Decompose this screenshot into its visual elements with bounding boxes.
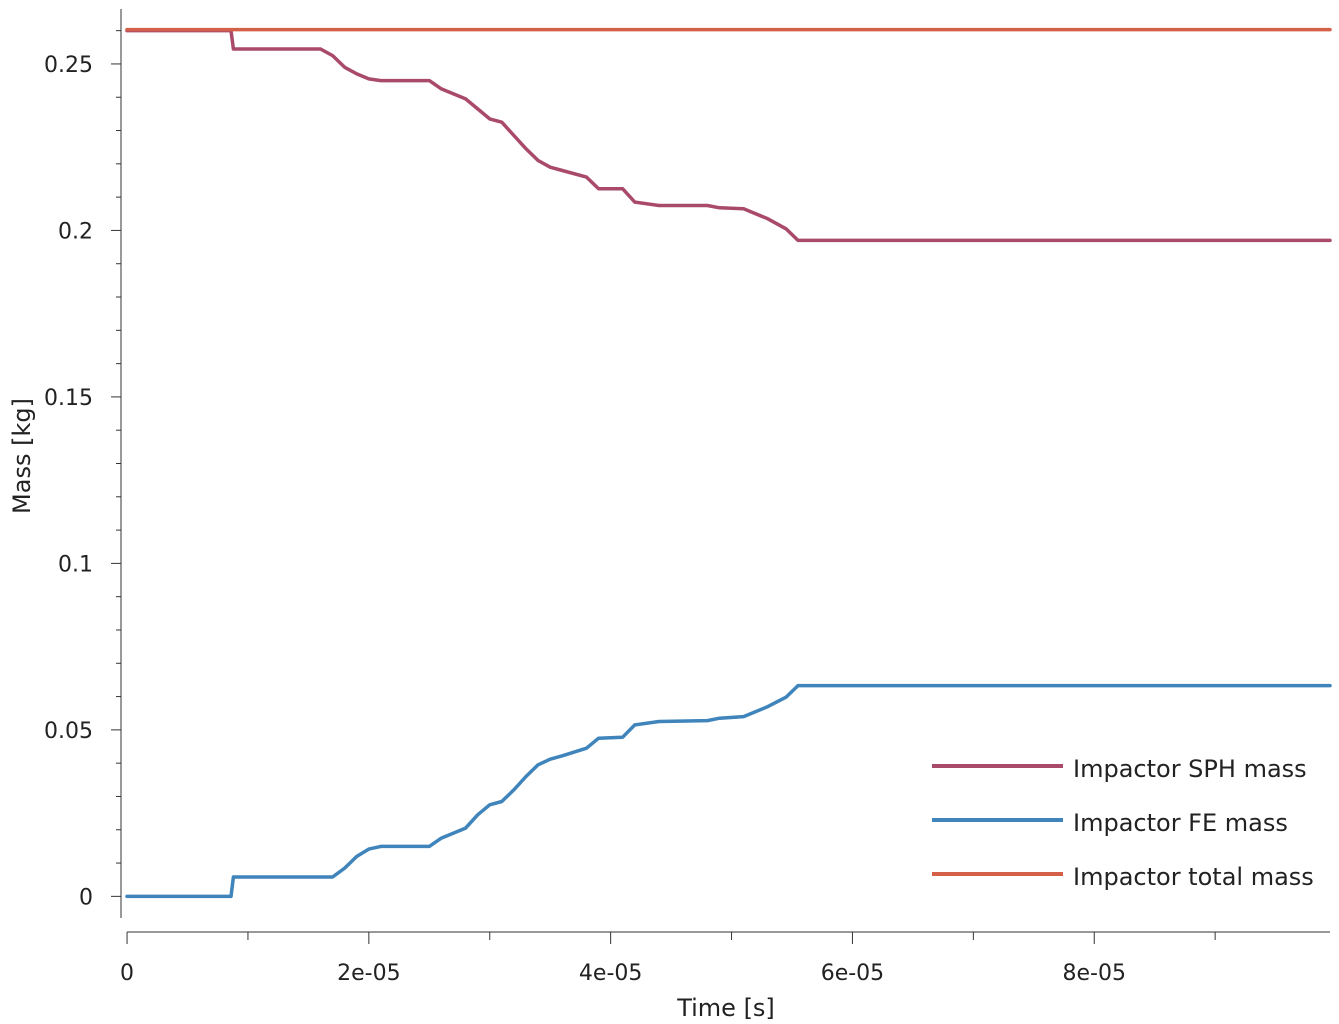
legend-label: Impactor SPH mass [1073, 755, 1307, 783]
x-tick-label: 4e-05 [579, 961, 642, 986]
legend-label: Impactor FE mass [1073, 809, 1288, 837]
series-line-impactor-fe-mass [125, 683, 1332, 899]
y-tick-label: 0.15 [44, 386, 93, 411]
series-line-impactor-sph-mass [125, 28, 1332, 243]
plot-lines [125, 27, 1332, 899]
y-axis-label: Mass [kg] [8, 398, 36, 514]
y-tick-label: 0.2 [58, 219, 93, 244]
y-tick-label: 0 [79, 885, 93, 910]
x-tick-label: 6e-05 [821, 961, 884, 986]
y-tick-label: 0.05 [44, 719, 93, 744]
x-tick-label: 8e-05 [1063, 961, 1126, 986]
x-tick-label: 2e-05 [337, 961, 400, 986]
legend-label: Impactor total mass [1073, 863, 1314, 891]
legend: Impactor SPH mass Impactor FE mass Impacto… [932, 755, 1314, 891]
y-axis: 0 0.05 0.1 0.15 0.2 0.25 [44, 9, 122, 918]
y-tick-label: 0.25 [44, 53, 93, 78]
x-tick-label: 0 [120, 961, 134, 986]
x-axis-label: Time [s] [676, 994, 775, 1022]
x-axis: 0 2e-05 4e-05 6e-05 8e-05 [120, 931, 1330, 986]
y-tick-label: 0.1 [58, 552, 93, 577]
